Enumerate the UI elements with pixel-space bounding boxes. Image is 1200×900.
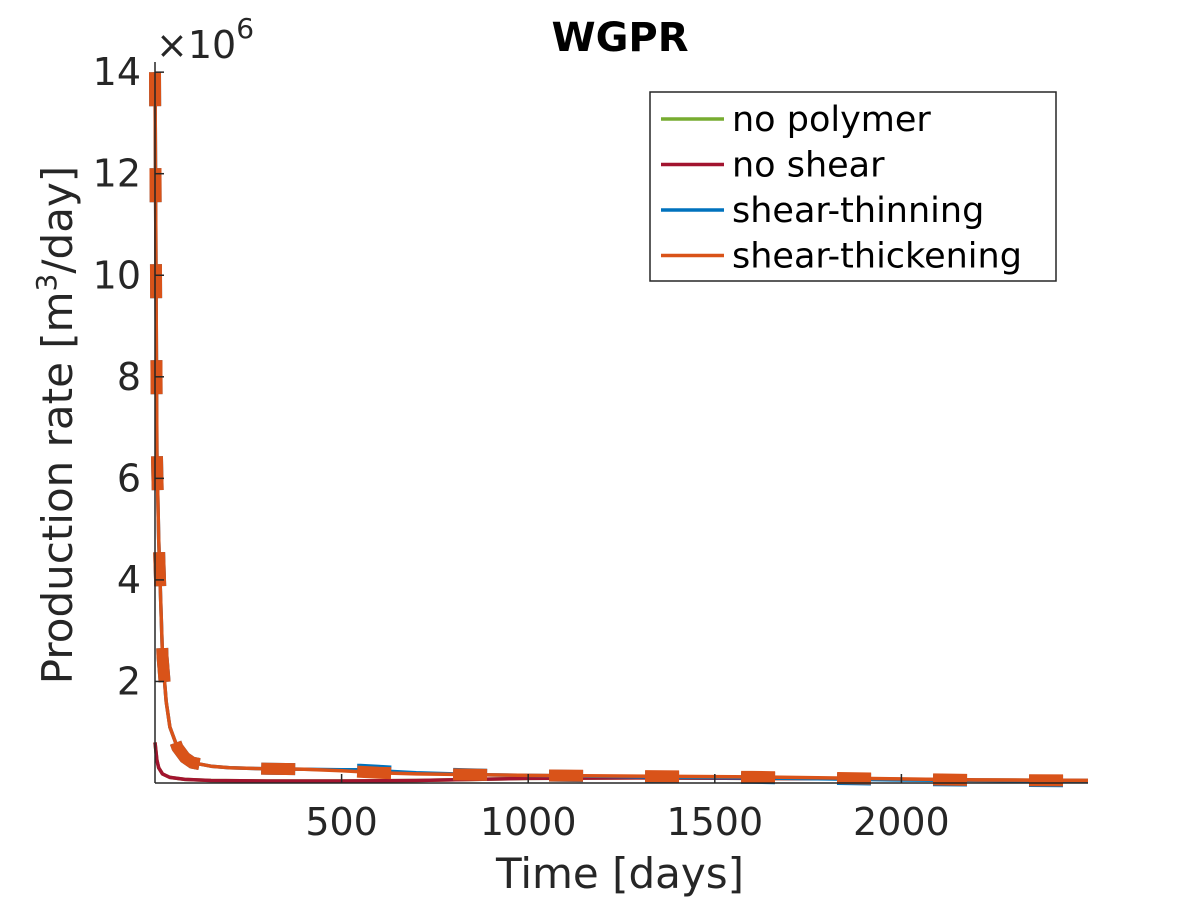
series-shear-thickening [149,72,1089,787]
y-axis-label-tail: /day] [33,166,82,274]
svg-text:×106: ×106 [156,12,254,67]
x-tick-label: 1500 [666,800,763,844]
y-tick-label: 14 [93,50,141,94]
legend-entry: no shear [661,146,885,186]
y-tick-label: 12 [93,152,141,196]
y-axis-label: Production rate [m3/day] [30,166,82,684]
chart-title: WGPR [551,15,688,61]
x-tick-label: 500 [305,800,378,844]
x-axis-label: Time [days] [495,849,744,898]
legend: no polymer no shear shear-thinning shear-th… [649,91,1057,282]
legend-entry: shear-thinning [661,191,984,231]
y-tick-label: 6 [117,456,141,500]
legend-label: no shear [732,146,885,186]
legend-entry: no polymer [661,100,931,140]
y-tick-label: 10 [93,253,141,297]
legend-label: shear-thickening [732,237,1022,277]
legend-label: no polymer [732,100,931,140]
multiplier-exponent: 6 [236,12,254,45]
y-tick-label: 2 [117,659,141,703]
legend-entry: shear-thickening [661,237,1022,277]
axis-ticks: 500 1000 1500 2000 2 4 6 8 10 12 14 [93,50,950,844]
y-axis-multiplier: ×106 [156,12,254,67]
y-tick-label: 4 [117,558,141,602]
x-tick-label: 2000 [853,800,950,844]
x-tick-label: 1000 [480,800,577,844]
y-axis-label-sup: 3 [30,274,63,292]
legend-entries: no polymer no shear shear-thinning shear-th… [661,100,1022,277]
y-tick-label: 8 [117,355,141,399]
series-line [153,72,1089,783]
legend-box [649,91,1057,282]
multiplier-base: ×10 [156,23,236,67]
legend-label: shear-thinning [732,191,984,231]
plot-area [149,72,1089,788]
y-axis-label-main: Production rate [m [33,291,82,684]
